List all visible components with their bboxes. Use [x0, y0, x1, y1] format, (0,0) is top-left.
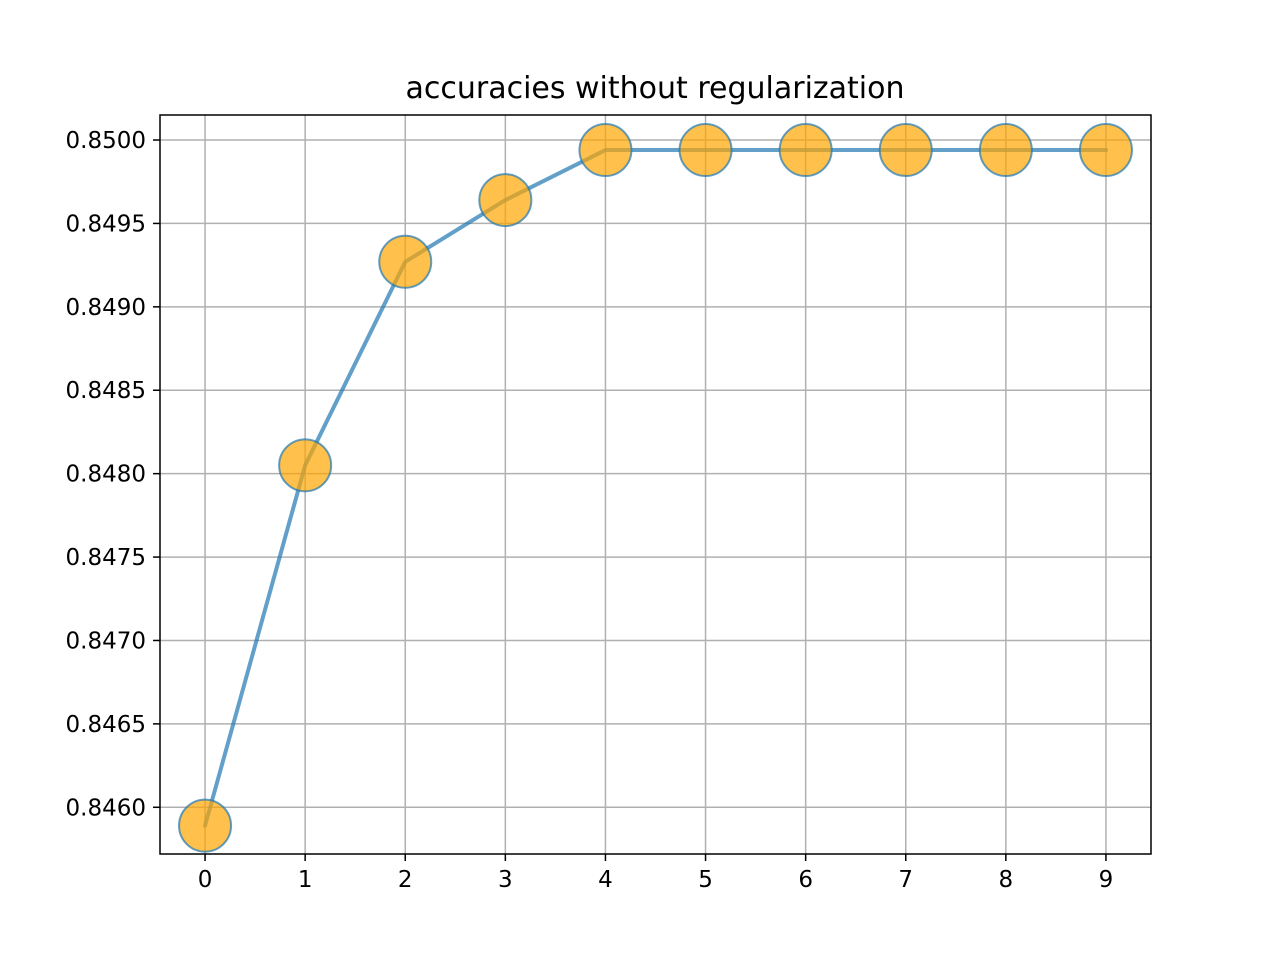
y-tick-label: 0.8490	[66, 295, 146, 321]
chart-title: accuracies without regularization	[405, 71, 904, 106]
y-tick-label: 0.8485	[66, 378, 146, 404]
data-point-marker	[278, 438, 333, 493]
axes: 0 1 2 3 4 5 6 7 8 9 0.8460 0.8465 0.8470 0.8475 0.8480…	[66, 128, 1114, 893]
data-point-marker	[778, 123, 833, 178]
series-line	[203, 148, 1108, 828]
y-tick-label: 0.8465	[66, 712, 146, 738]
y-tick-label: 0.8480	[66, 462, 146, 488]
y-tick-label: 0.8495	[66, 211, 146, 237]
data-point-marker	[178, 798, 233, 853]
x-tick-label: 0	[198, 867, 213, 893]
y-tick-label: 0.8500	[66, 128, 146, 154]
data-point-marker	[878, 123, 933, 178]
x-tick-label: 6	[798, 867, 813, 893]
x-tick-label: 4	[598, 867, 613, 893]
x-tick-label: 1	[298, 867, 313, 893]
data-point-marker	[478, 173, 533, 228]
x-tick-label: 9	[1099, 867, 1114, 893]
data-point-marker	[378, 234, 433, 289]
data-point-marker	[978, 123, 1033, 178]
plot-area-frame	[159, 114, 1152, 855]
data-point-marker	[1078, 123, 1133, 178]
x-tick-label: 7	[898, 867, 913, 893]
series-layer	[178, 123, 1133, 853]
x-tick-label: 3	[498, 867, 513, 893]
x-tick-label: 2	[398, 867, 413, 893]
y-tick-label: 0.8470	[66, 628, 146, 654]
x-tick-label: 8	[999, 867, 1014, 893]
x-tick-label: 5	[698, 867, 713, 893]
data-point-marker	[678, 123, 733, 178]
y-tick-label: 0.8475	[66, 545, 146, 571]
y-tick-label: 0.8460	[66, 795, 146, 821]
data-point-marker	[578, 123, 633, 178]
